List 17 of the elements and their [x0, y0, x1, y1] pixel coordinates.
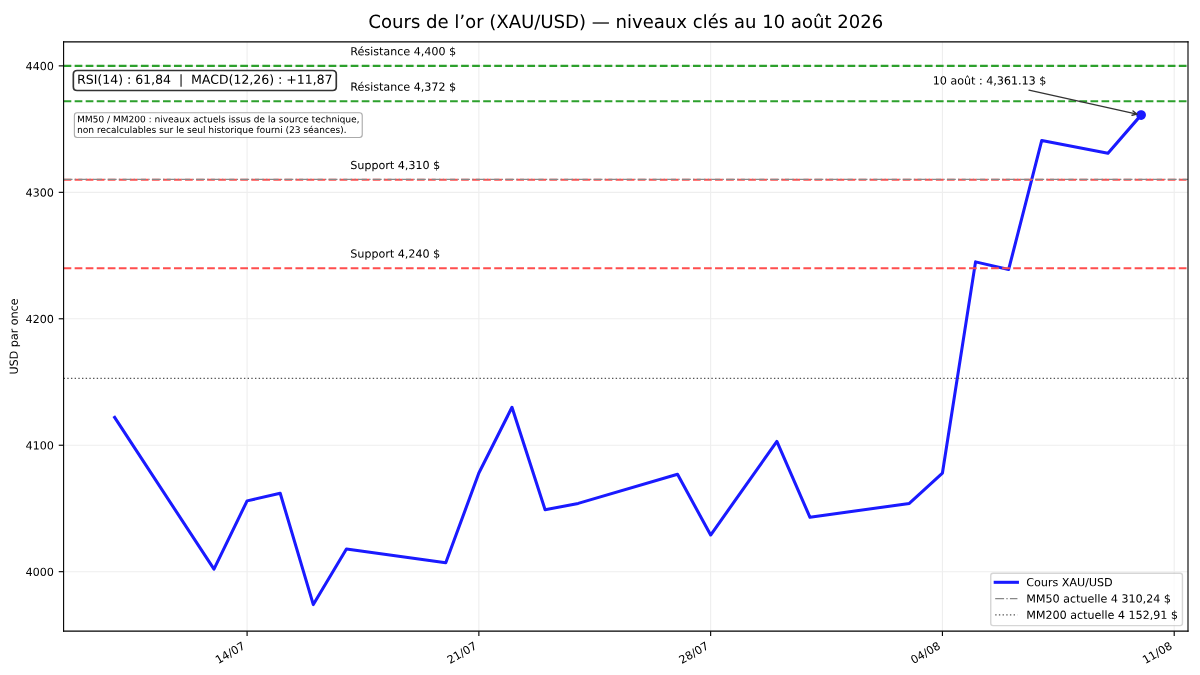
annotation: RSI(14) : 61,84 | MACD(12,26) : +11,87 [78, 74, 332, 87]
y-tick-label: 4400 [26, 61, 54, 71]
legend-label: MM50 actuelle 4 310,24 $ [1027, 594, 1171, 605]
y-tick-label: 4000 [26, 567, 54, 577]
y-tick-label: 4100 [26, 441, 54, 450]
annotation: MM50 / MM200 : niveaux actuels issus de la source technique, non recalculables sur le seul historique fourni (23 séances). [77, 115, 359, 135]
y-axis-title: USD par once [9, 299, 21, 374]
ref-line-label: Support 4,240 $ [351, 249, 440, 260]
legend-label: Cours XAU/USD [1026, 577, 1112, 588]
y-tick-label: 4200 [26, 314, 54, 324]
ref-line-label: Support 4,310 $ [351, 160, 440, 172]
chart-title: Cours de l’or (XAU/USD) — niveaux clés au 10 août 2026 [369, 13, 883, 31]
ref-line-label: Résistance 4,372 $ [351, 81, 456, 93]
ref-line-label: Résistance 4,400 $ [351, 46, 456, 57]
y-tick-label: 4300 [26, 188, 54, 197]
legend-label: MM200 actuelle 4 152,91 $ [1027, 610, 1178, 621]
annotation: 10 août : 4,361.13 $ [933, 75, 1046, 87]
